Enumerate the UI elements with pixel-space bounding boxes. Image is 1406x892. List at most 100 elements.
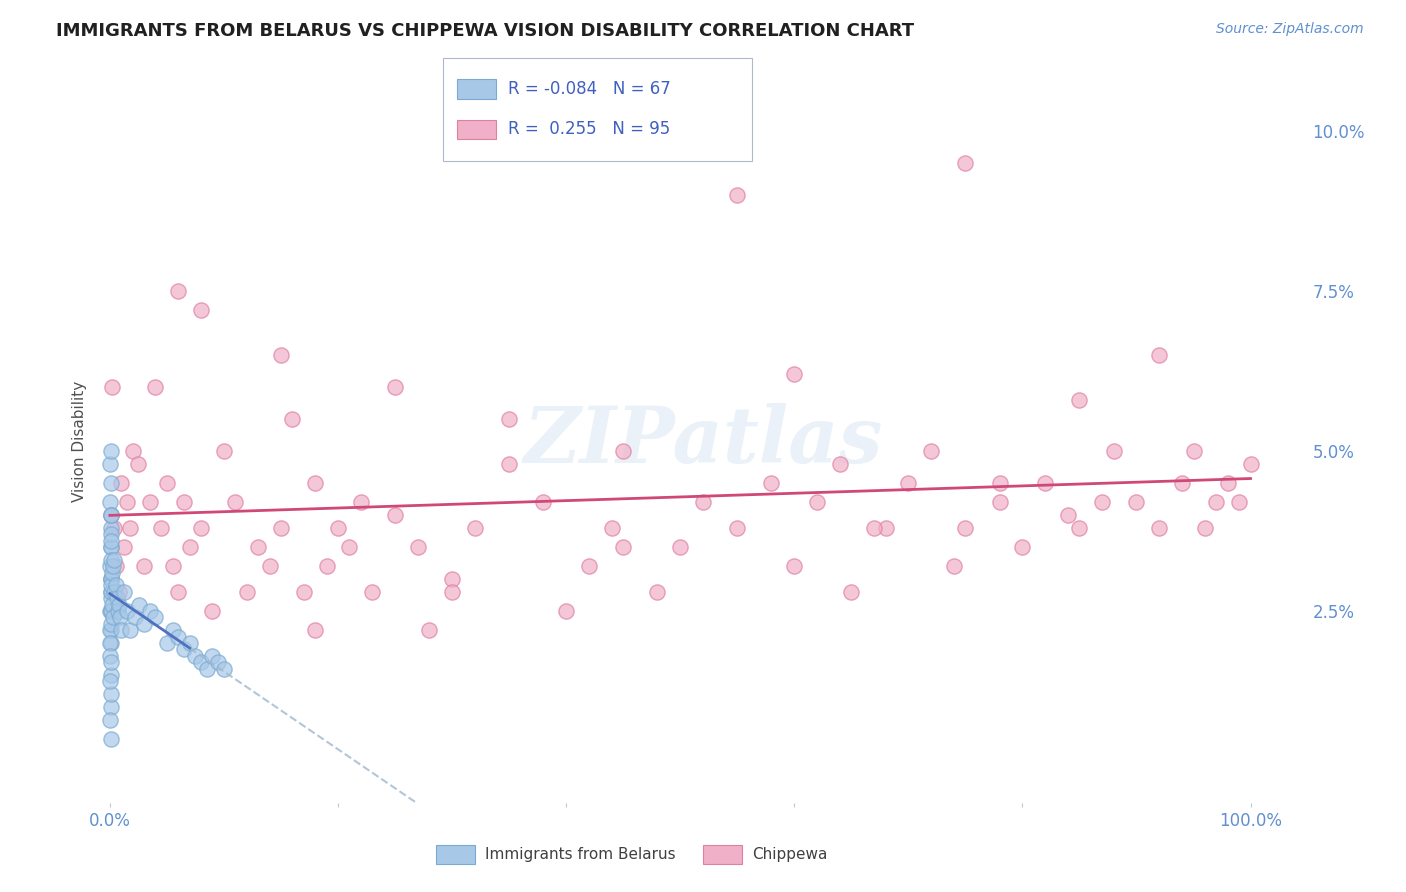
Point <box>100 495 122 509</box>
Point <box>139 495 162 509</box>
Point <box>224 495 246 509</box>
Point <box>127 457 149 471</box>
Point <box>145 610 167 624</box>
Point <box>100 533 122 548</box>
Point <box>201 648 224 663</box>
Point <box>100 553 122 567</box>
Point <box>100 731 122 746</box>
Point <box>555 604 578 618</box>
Point <box>167 630 190 644</box>
Point <box>101 610 124 624</box>
Point <box>531 495 554 509</box>
Point <box>100 616 122 631</box>
Point <box>100 584 122 599</box>
Point <box>761 476 783 491</box>
Point <box>337 540 360 554</box>
Point <box>875 521 897 535</box>
Y-axis label: Vision Disability: Vision Disability <box>72 381 87 502</box>
Point <box>108 610 131 624</box>
Point <box>270 348 292 362</box>
Point <box>897 476 920 491</box>
Point <box>100 636 122 650</box>
Point <box>132 616 155 631</box>
Point <box>110 623 132 637</box>
Point <box>578 559 600 574</box>
Point <box>783 368 806 382</box>
Point <box>326 521 349 535</box>
Point <box>304 623 326 637</box>
Point <box>1182 444 1205 458</box>
Point <box>100 604 122 618</box>
Point <box>647 584 669 599</box>
Point <box>384 380 406 394</box>
Point <box>315 559 337 574</box>
Point <box>179 636 201 650</box>
Point <box>167 584 190 599</box>
Point <box>100 578 122 592</box>
Point <box>100 508 122 522</box>
Point <box>101 380 124 394</box>
Point <box>100 598 122 612</box>
Point <box>1125 495 1147 509</box>
Point <box>156 476 179 491</box>
Point <box>156 636 179 650</box>
Point <box>212 444 235 458</box>
Point <box>100 687 122 701</box>
Point <box>384 508 406 522</box>
Point <box>1149 348 1171 362</box>
Point <box>955 156 977 170</box>
Point <box>806 495 828 509</box>
Point <box>783 559 806 574</box>
Point <box>101 566 124 580</box>
Point <box>124 610 146 624</box>
Point <box>406 540 429 554</box>
Point <box>120 623 142 637</box>
Point <box>100 444 122 458</box>
Point <box>1033 476 1056 491</box>
Point <box>179 540 201 554</box>
Point <box>839 584 862 599</box>
Point <box>441 572 464 586</box>
Point <box>103 553 125 567</box>
Point <box>100 508 122 522</box>
Point <box>725 188 748 202</box>
Point <box>100 648 122 663</box>
Point <box>150 521 173 535</box>
Point <box>207 655 229 669</box>
Point <box>100 508 122 522</box>
Point <box>167 285 190 299</box>
Point <box>100 713 122 727</box>
Point <box>1227 495 1250 509</box>
Point <box>725 521 748 535</box>
Text: Chippewa: Chippewa <box>752 847 828 862</box>
Point <box>692 495 714 509</box>
Point <box>100 699 122 714</box>
Point <box>988 495 1011 509</box>
Point <box>100 521 122 535</box>
Point <box>1149 521 1171 535</box>
Point <box>863 521 886 535</box>
Point <box>103 559 125 574</box>
Point <box>100 584 122 599</box>
Point <box>281 412 304 426</box>
Point <box>418 623 440 637</box>
Point <box>100 636 122 650</box>
Point <box>108 584 131 599</box>
Point <box>112 540 135 554</box>
Point <box>988 476 1011 491</box>
Point <box>121 444 143 458</box>
Point <box>115 495 138 509</box>
Point <box>464 521 486 535</box>
Point <box>100 668 122 682</box>
Point <box>100 540 122 554</box>
Point <box>612 540 634 554</box>
Point <box>190 521 212 535</box>
Point <box>1194 521 1216 535</box>
Point <box>103 584 125 599</box>
Point <box>920 444 942 458</box>
Point <box>120 521 142 535</box>
Point <box>108 598 131 612</box>
Point <box>103 521 125 535</box>
Point <box>173 495 195 509</box>
Point <box>112 584 135 599</box>
